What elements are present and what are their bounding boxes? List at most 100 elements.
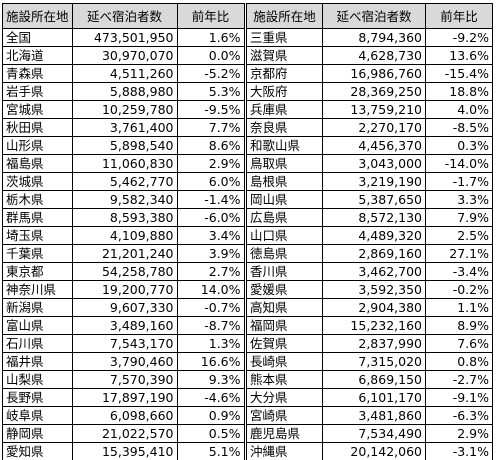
left-table: 施設所在地 延べ宿泊者数 前年比 全国 473,501,950 1.6% 北海道 30,970… xyxy=(2,3,245,460)
guest-nights: 473,501,950 xyxy=(71,28,178,47)
right-table: 施設所在地 延べ宿泊者数 前年比 三重県 8,794,360 -9.2% 滋賀県 4,628,… xyxy=(246,3,493,460)
guest-nights: 4,109,880 xyxy=(71,226,178,245)
yoy-change: -9.5% xyxy=(176,100,245,119)
guest-nights: 6,098,660 xyxy=(71,406,178,425)
prefecture: 福井県 xyxy=(2,352,73,371)
guest-nights: 10,259,780 xyxy=(71,100,178,119)
yoy-change: 6.0% xyxy=(176,172,245,191)
prefecture: 群馬県 xyxy=(2,208,73,227)
row: 宮崎県 3,481,860 -6.3% xyxy=(246,406,493,425)
yoy-change: 14.0% xyxy=(176,280,245,299)
row: 岩手県 5,888,980 5.3% xyxy=(2,82,245,101)
guest-nights: 19,200,770 xyxy=(71,280,178,299)
yoy-change: -6.0% xyxy=(176,208,245,227)
row: 栃木県 9,582,340 -1.4% xyxy=(2,190,245,209)
row: 広島県 8,572,130 7.9% xyxy=(246,208,493,227)
row: 福島県 11,060,830 2.9% xyxy=(2,154,245,173)
yoy-change: -8.7% xyxy=(176,316,245,335)
prefecture: 秋田県 xyxy=(2,118,73,137)
row: 宮城県 10,259,780 -9.5% xyxy=(2,100,245,119)
yoy-change: 1.1% xyxy=(425,298,493,317)
row: 熊本県 6,869,150 -2.7% xyxy=(246,370,493,389)
row: 大阪府 28,369,250 18.8% xyxy=(246,82,493,101)
yoy-change: 0.5% xyxy=(176,424,245,443)
guest-nights: 3,489,160 xyxy=(71,316,178,335)
yoy-change: -1.7% xyxy=(425,172,493,191)
row: 兵庫県 13,759,210 4.0% xyxy=(246,100,493,119)
yoy-change: 4.0% xyxy=(425,100,493,119)
row: 佐賀県 2,837,990 7.6% xyxy=(246,334,493,353)
guest-nights: 8,593,380 xyxy=(71,208,178,227)
guest-nights: 4,489,320 xyxy=(322,226,426,245)
row: 奈良県 2,270,170 -8.5% xyxy=(246,118,493,137)
guest-nights: 7,315,020 xyxy=(322,352,426,371)
row: 福岡県 15,232,160 8.9% xyxy=(246,316,493,335)
row: 香川県 3,462,700 -3.4% xyxy=(246,262,493,281)
guest-nights: 2,869,160 xyxy=(322,244,426,263)
row: 北海道 30,970,070 0.0% xyxy=(2,46,245,65)
row: 鳥取県 3,043,000 -14.0% xyxy=(246,154,493,173)
guest-nights: 5,387,650 xyxy=(322,190,426,209)
row: 山梨県 7,570,390 9.3% xyxy=(2,370,245,389)
row: 全国 473,501,950 1.6% xyxy=(2,28,245,47)
yoy-change: 0.9% xyxy=(176,406,245,425)
guest-nights: 17,897,190 xyxy=(71,388,178,407)
header-cell: 施設所在地 xyxy=(246,3,323,29)
yoy-change: -1.4% xyxy=(176,190,245,209)
guest-nights: 5,888,980 xyxy=(71,82,178,101)
prefecture: 鳥取県 xyxy=(246,154,323,173)
yoy-change: 2.5% xyxy=(425,226,493,245)
prefecture: 山梨県 xyxy=(2,370,73,389)
row: 岡山県 5,387,650 3.3% xyxy=(246,190,493,209)
prefecture: 奈良県 xyxy=(246,118,323,137)
guest-nights: 7,543,170 xyxy=(71,334,178,353)
prefecture: 福島県 xyxy=(2,154,73,173)
guest-nights: 30,970,070 xyxy=(71,46,178,65)
yoy-change: 2.9% xyxy=(176,154,245,173)
prefecture: 宮城県 xyxy=(2,100,73,119)
yoy-change: -0.7% xyxy=(176,298,245,317)
prefecture: 青森県 xyxy=(2,64,73,83)
row: 愛知県 15,395,410 5.1% xyxy=(2,442,245,460)
yoy-change: 0.3% xyxy=(425,136,493,155)
row: 愛媛県 3,592,350 -0.2% xyxy=(246,280,493,299)
row: 高知県 2,904,380 1.1% xyxy=(246,298,493,317)
prefecture: 大分県 xyxy=(246,388,323,407)
row: 石川県 7,543,170 1.3% xyxy=(2,334,245,353)
prefecture: 千葉県 xyxy=(2,244,73,263)
row: 青森県 4,511,260 -5.2% xyxy=(2,64,245,83)
guest-nights: 6,101,170 xyxy=(322,388,426,407)
yoy-change: 7.7% xyxy=(176,118,245,137)
guest-nights: 3,761,400 xyxy=(71,118,178,137)
yoy-change: -2.7% xyxy=(425,370,493,389)
guest-nights: 9,607,330 xyxy=(71,298,178,317)
guest-nights: 8,794,360 xyxy=(322,28,426,47)
yoy-change: -5.2% xyxy=(176,64,245,83)
prefecture: 茨城県 xyxy=(2,172,73,191)
prefecture: 静岡県 xyxy=(2,424,73,443)
yoy-change: 7.9% xyxy=(425,208,493,227)
guest-nights: 2,904,380 xyxy=(322,298,426,317)
prefecture: 香川県 xyxy=(246,262,323,281)
row: 沖縄県 20,142,060 -3.1% xyxy=(246,442,493,460)
guest-nights: 2,270,170 xyxy=(322,118,426,137)
prefecture: 岡山県 xyxy=(246,190,323,209)
guest-nights: 4,511,260 xyxy=(71,64,178,83)
prefecture: 沖縄県 xyxy=(246,442,323,460)
row: 山形県 5,898,540 8.6% xyxy=(2,136,245,155)
guest-nights: 3,481,860 xyxy=(322,406,426,425)
prefecture: 北海道 xyxy=(2,46,73,65)
yoy-change: 27.1% xyxy=(425,244,493,263)
row: 千葉県 21,201,240 3.9% xyxy=(2,244,245,263)
guest-nights: 15,395,410 xyxy=(71,442,178,460)
prefecture: 広島県 xyxy=(246,208,323,227)
prefecture: 高知県 xyxy=(246,298,323,317)
row: 山口県 4,489,320 2.5% xyxy=(246,226,493,245)
prefecture: 福岡県 xyxy=(246,316,323,335)
header-row: 施設所在地 延べ宿泊者数 前年比 xyxy=(246,3,493,29)
row: 長崎県 7,315,020 0.8% xyxy=(246,352,493,371)
yoy-change: -14.0% xyxy=(425,154,493,173)
prefecture: 愛知県 xyxy=(2,442,73,460)
row: 富山県 3,489,160 -8.7% xyxy=(2,316,245,335)
row: 秋田県 3,761,400 7.7% xyxy=(2,118,245,137)
